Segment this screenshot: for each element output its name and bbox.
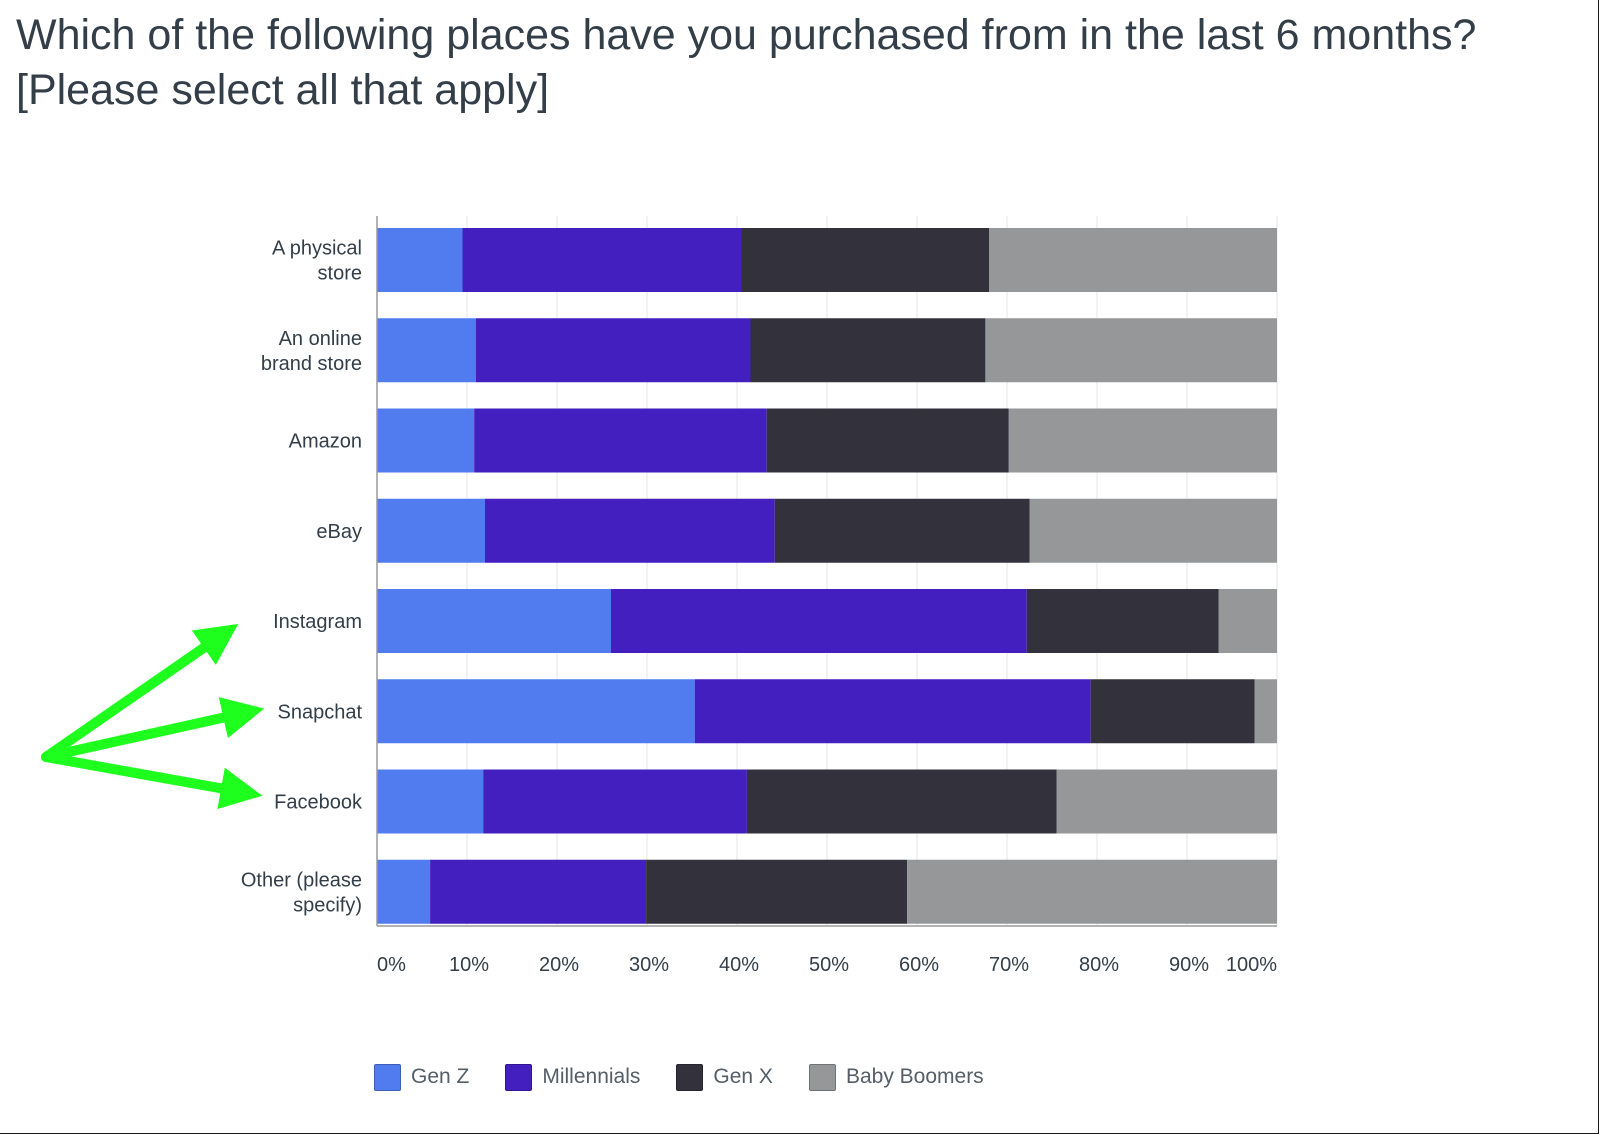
- annotations: [41, 623, 265, 809]
- x-tick-label: 40%: [719, 954, 759, 976]
- legend: Gen Z Millennials Gen X Baby Boomers: [374, 1062, 1020, 1092]
- x-tick-label: 60%: [899, 954, 939, 976]
- bar-segment: [741, 228, 989, 292]
- legend-item: Baby Boomers: [808, 1063, 984, 1091]
- legend-swatch: [676, 1063, 704, 1091]
- bars: [377, 228, 1277, 924]
- bar-segment: [377, 859, 431, 924]
- bar-segment: [483, 769, 747, 834]
- bar-segment: [646, 859, 908, 924]
- legend-item: Gen Z: [374, 1063, 470, 1091]
- category-label-line: Facebook: [274, 792, 363, 814]
- legend-label: Millennials: [542, 1065, 641, 1088]
- x-tick-label: 90%: [1169, 954, 1209, 976]
- bar-segment: [474, 408, 767, 473]
- bar-segment: [766, 408, 1009, 473]
- bar-segment: [377, 589, 611, 653]
- legend-label: Gen Z: [411, 1065, 470, 1088]
- category-label-line: Amazon: [289, 431, 362, 453]
- x-tick-label: 20%: [539, 954, 579, 976]
- x-tick-label: 80%: [1079, 954, 1119, 976]
- bar-segment: [694, 679, 1091, 744]
- category-label: Other (please specify): [241, 869, 362, 916]
- x-tick-label: 70%: [989, 954, 1029, 976]
- category-label-line: store: [318, 263, 362, 285]
- bar-segment: [989, 228, 1277, 292]
- bar-segment: [1090, 679, 1255, 744]
- bar-segment: [476, 318, 751, 383]
- bar-segment: [377, 228, 463, 292]
- bar-segment: [485, 498, 775, 563]
- legend-swatch: [505, 1063, 533, 1091]
- bar-segment: [430, 859, 647, 924]
- category-label: A physical store: [272, 238, 362, 285]
- category-label: Snapchat: [277, 701, 362, 723]
- legend-item: Gen X: [676, 1063, 773, 1091]
- category-label: An online brand store: [261, 328, 362, 375]
- legend-swatch: [808, 1063, 836, 1091]
- legend-label: Gen X: [713, 1065, 773, 1088]
- bar-segment: [907, 859, 1277, 924]
- bar-segment: [750, 318, 986, 383]
- category-labels: A physical store An online brand store Amazo…: [241, 238, 363, 917]
- bar-segment: [611, 589, 1027, 653]
- bar-segment: [462, 228, 742, 292]
- category-label: eBay: [316, 521, 362, 543]
- x-tick-label: 30%: [629, 954, 669, 976]
- category-label: Facebook: [274, 792, 363, 814]
- bar-segment: [377, 408, 475, 473]
- category-label-line: Snapchat: [277, 701, 362, 723]
- legend-label: Baby Boomers: [845, 1065, 984, 1088]
- annotation-arrow: [41, 623, 239, 762]
- x-tick-label: 50%: [809, 954, 849, 976]
- bar-segment: [746, 769, 1057, 834]
- category-label-line: Instagram: [273, 611, 362, 633]
- bar-segment: [985, 318, 1277, 383]
- bar-segment: [1218, 589, 1277, 653]
- bar-segment: [377, 498, 485, 563]
- bar-segment: [377, 769, 484, 834]
- category-label-line: brand store: [261, 353, 362, 375]
- bar-segment: [1026, 589, 1219, 653]
- category-label-line: A physical: [272, 238, 362, 260]
- bar-segment: [1008, 408, 1277, 473]
- category-label-line: specify): [293, 894, 362, 916]
- category-label: Instagram: [273, 611, 362, 633]
- bar-segment: [1254, 679, 1277, 744]
- bar-segment: [377, 679, 695, 744]
- x-tick-labels: 0% 10% 20% 30% 40% 50% 60% 70% 80% 90% 100%: [377, 954, 1277, 976]
- x-tick-label: 100%: [1226, 954, 1277, 976]
- category-label: Amazon: [289, 431, 362, 453]
- x-tick-label: 10%: [449, 954, 489, 976]
- category-label-line: eBay: [316, 521, 362, 543]
- legend-item: Millennials: [505, 1063, 641, 1091]
- annotation-arrow: [41, 752, 263, 809]
- bar-segment: [774, 498, 1030, 563]
- legend-swatch: [374, 1063, 401, 1091]
- x-tick-label: 0%: [377, 954, 406, 976]
- bar-segment: [377, 318, 476, 383]
- chart-title: Which of the following places have you p…: [16, 11, 1477, 114]
- category-label-line: An online: [279, 328, 362, 350]
- bar-segment: [1029, 498, 1277, 563]
- annotation-arrow: [41, 697, 265, 762]
- axes: [376, 216, 1277, 927]
- bar-segment: [1056, 769, 1277, 834]
- category-label-line: Other (please: [241, 869, 362, 891]
